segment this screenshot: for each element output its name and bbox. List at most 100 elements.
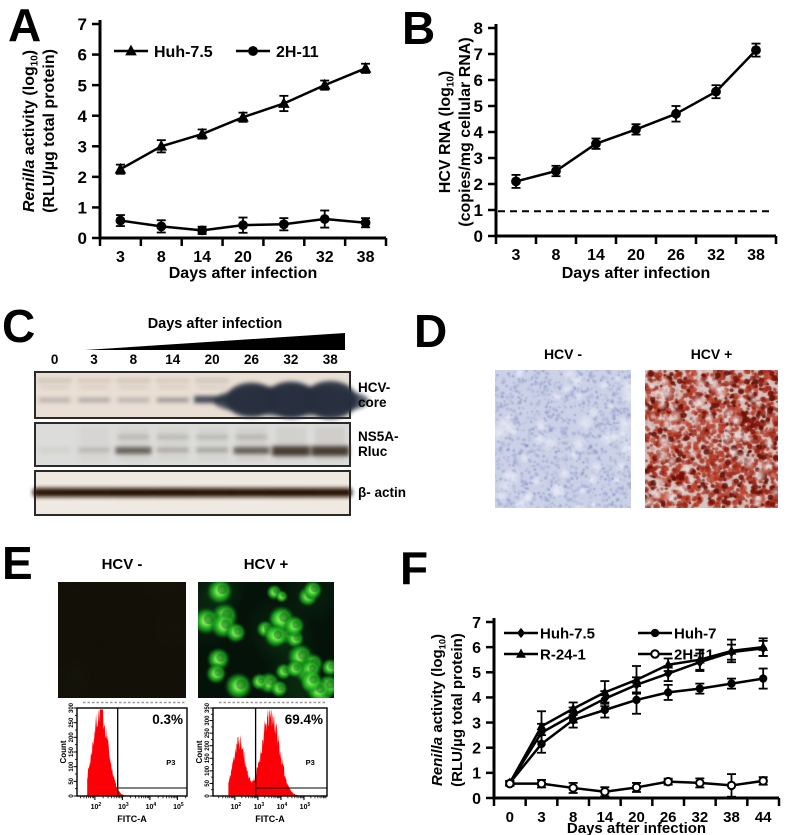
svg-text:Rluc: Rluc bbox=[358, 444, 388, 459]
blot-bands-NS5A-Rluc bbox=[38, 427, 350, 461]
svg-text:8: 8 bbox=[474, 19, 483, 38]
svg-text:5: 5 bbox=[472, 665, 481, 682]
svg-text:7: 7 bbox=[474, 45, 483, 64]
svg-text:2H-11: 2H-11 bbox=[674, 646, 714, 663]
series-2H-11 bbox=[115, 209, 371, 236]
svg-text:2: 2 bbox=[472, 740, 481, 757]
svg-text:R-24-1: R-24-1 bbox=[540, 646, 586, 663]
svg-text:Renilla activity (log10): Renilla activity (log10) bbox=[21, 50, 41, 212]
panel-c-letter: C bbox=[2, 300, 35, 352]
svg-text:38: 38 bbox=[357, 249, 375, 266]
svg-text:5: 5 bbox=[78, 76, 87, 95]
svg-text:2: 2 bbox=[474, 175, 483, 194]
svg-text:2: 2 bbox=[78, 168, 87, 187]
svg-text:26: 26 bbox=[660, 809, 677, 826]
svg-text:(RLU/µg total protein): (RLU/µg total protein) bbox=[41, 49, 58, 213]
svg-text:50: 50 bbox=[69, 777, 75, 784]
svg-text:0: 0 bbox=[205, 794, 211, 798]
svg-text:14: 14 bbox=[596, 809, 613, 826]
svg-text:8: 8 bbox=[157, 249, 166, 266]
svg-text:0: 0 bbox=[78, 229, 87, 248]
panel-d-letter: D bbox=[414, 305, 447, 357]
svg-text:Days after infection: Days after infection bbox=[169, 265, 317, 282]
svg-text:3: 3 bbox=[116, 249, 125, 266]
svg-text:HCV RNA (log10): HCV RNA (log10) bbox=[437, 71, 457, 193]
svg-text:0: 0 bbox=[474, 227, 483, 246]
svg-text:103: 103 bbox=[118, 802, 129, 811]
svg-text:150: 150 bbox=[69, 746, 75, 757]
svg-text:38: 38 bbox=[723, 809, 740, 826]
svg-text:Huh-7.5: Huh-7.5 bbox=[540, 625, 595, 642]
svg-text:32: 32 bbox=[283, 352, 298, 367]
panel-e-negative-label: HCV - bbox=[101, 556, 143, 573]
svg-text:8: 8 bbox=[569, 809, 577, 826]
svg-text:7: 7 bbox=[78, 15, 87, 34]
svg-text:44: 44 bbox=[755, 809, 772, 826]
svg-text:105: 105 bbox=[300, 802, 311, 811]
svg-text:1: 1 bbox=[78, 199, 87, 218]
svg-text:3: 3 bbox=[537, 809, 545, 826]
svg-text:300: 300 bbox=[69, 702, 75, 713]
svg-text:1: 1 bbox=[472, 766, 481, 783]
svg-text:3: 3 bbox=[90, 352, 98, 367]
blot-bands-HCV-core bbox=[37, 379, 369, 419]
panel-b-letter: B bbox=[402, 2, 435, 54]
svg-text:Days after infection: Days after infection bbox=[562, 265, 710, 282]
svg-text:250: 250 bbox=[205, 727, 211, 738]
svg-text:0: 0 bbox=[51, 352, 59, 367]
svg-text:102: 102 bbox=[91, 802, 102, 811]
svg-text:105: 105 bbox=[173, 802, 184, 811]
svg-text:14: 14 bbox=[193, 249, 211, 266]
svg-text:14: 14 bbox=[587, 247, 605, 264]
svg-text:200: 200 bbox=[205, 740, 211, 751]
histogram-fill bbox=[87, 709, 186, 796]
svg-text:350: 350 bbox=[205, 702, 211, 713]
svg-text:150: 150 bbox=[205, 753, 211, 764]
svg-text:β- actin: β- actin bbox=[358, 485, 406, 500]
svg-text:2H-11: 2H-11 bbox=[276, 44, 319, 61]
svg-text:250: 250 bbox=[69, 717, 75, 728]
svg-text:6: 6 bbox=[474, 71, 483, 90]
panel-d-hcv-negative-ihc-image bbox=[495, 370, 631, 508]
svg-text:Huh-7.5: Huh-7.5 bbox=[154, 44, 213, 61]
svg-text:7: 7 bbox=[472, 615, 481, 632]
svg-text:20: 20 bbox=[205, 352, 220, 367]
svg-text:8: 8 bbox=[130, 352, 138, 367]
svg-text:3: 3 bbox=[474, 149, 483, 168]
svg-text:FITC-A: FITC-A bbox=[117, 814, 147, 824]
histogram-fill bbox=[228, 709, 326, 796]
svg-text:300: 300 bbox=[205, 715, 211, 726]
svg-text:4: 4 bbox=[474, 123, 484, 142]
svg-text:32: 32 bbox=[691, 809, 708, 826]
svg-text:0: 0 bbox=[472, 791, 481, 808]
svg-text:3: 3 bbox=[512, 247, 521, 264]
svg-text:20: 20 bbox=[628, 809, 645, 826]
svg-text:(copies/mg cellular RNA): (copies/mg cellular RNA) bbox=[457, 37, 474, 226]
svg-text:20: 20 bbox=[627, 247, 645, 264]
svg-text:50: 50 bbox=[205, 779, 211, 786]
blot-bands-beta-actin bbox=[32, 488, 353, 497]
svg-text:NS5A-: NS5A- bbox=[358, 429, 399, 444]
gate-name-label: P3 bbox=[306, 758, 315, 767]
svg-text:Days after infection: Days after infection bbox=[148, 316, 283, 332]
svg-text:26: 26 bbox=[244, 352, 260, 367]
svg-text:6: 6 bbox=[472, 640, 481, 657]
panel-a-letter: A bbox=[8, 0, 41, 51]
svg-text:HCV-: HCV- bbox=[358, 380, 390, 395]
panel-d-positive-label: HCV + bbox=[690, 346, 733, 362]
svg-text:6: 6 bbox=[78, 46, 87, 65]
svg-text:32: 32 bbox=[316, 249, 334, 266]
svg-text:100: 100 bbox=[69, 761, 75, 772]
svg-text:core: core bbox=[358, 395, 387, 410]
panel-f-letter: F bbox=[400, 542, 428, 594]
svg-text:1: 1 bbox=[474, 201, 483, 220]
panel-e-hcv-negative-fluorescence-image bbox=[58, 582, 186, 698]
svg-text:Days after infection: Days after infection bbox=[567, 820, 706, 835]
